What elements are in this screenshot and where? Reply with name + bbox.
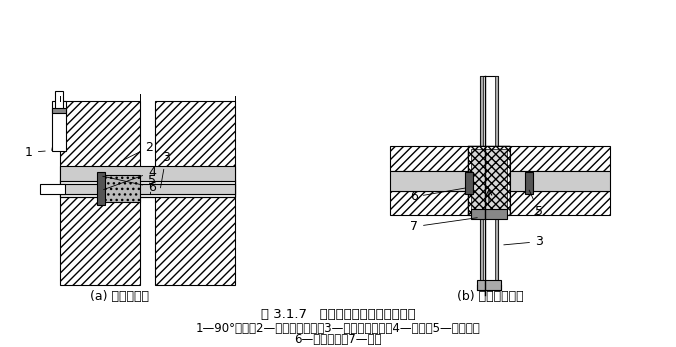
Bar xyxy=(525,172,533,194)
Bar xyxy=(52,108,66,113)
Bar xyxy=(60,184,235,194)
Bar xyxy=(100,175,140,202)
Bar xyxy=(60,166,235,180)
Bar xyxy=(155,101,235,285)
Bar xyxy=(97,172,105,205)
Text: 4: 4 xyxy=(103,166,156,189)
Bar xyxy=(468,146,510,215)
Text: 3: 3 xyxy=(504,235,543,248)
Bar xyxy=(495,76,498,285)
Text: 5: 5 xyxy=(148,174,156,195)
Text: 7: 7 xyxy=(410,218,477,233)
Bar xyxy=(390,146,610,171)
Text: 6—水泥砂浆；7—封堵: 6—水泥砂浆；7—封堵 xyxy=(294,333,382,346)
Text: 3: 3 xyxy=(160,151,170,188)
Bar xyxy=(480,76,498,285)
Bar xyxy=(52,101,66,151)
Bar xyxy=(390,171,610,191)
Text: 6: 6 xyxy=(410,188,465,203)
Bar xyxy=(477,280,501,290)
Text: 2: 2 xyxy=(120,141,153,161)
Bar xyxy=(60,180,235,197)
Text: 1: 1 xyxy=(25,146,45,159)
Text: (a) 燃气管穿墙: (a) 燃气管穿墙 xyxy=(91,290,149,303)
Bar xyxy=(60,101,140,285)
Bar xyxy=(468,146,510,215)
Text: 1—90°弯头；2—中性柔性填料；3—薄壁不锈钢管；4—封盖；5—钢套管；: 1—90°弯头；2—中性柔性填料；3—薄壁不锈钢管；4—封盖；5—钢套管； xyxy=(195,322,481,335)
Text: 6: 6 xyxy=(103,176,156,194)
Text: 图 3.1.7   穿墙和穿越楼板的管道安装: 图 3.1.7 穿墙和穿越楼板的管道安装 xyxy=(261,308,415,321)
Bar xyxy=(480,76,483,285)
Text: (b) 燃气管穿楼板: (b) 燃气管穿楼板 xyxy=(457,290,523,303)
Bar xyxy=(465,172,473,194)
Bar xyxy=(390,191,610,215)
Text: 5: 5 xyxy=(529,190,543,218)
Bar xyxy=(60,180,235,197)
Bar xyxy=(55,91,63,111)
Bar xyxy=(471,149,507,212)
Bar xyxy=(471,209,507,219)
Bar xyxy=(40,184,65,194)
